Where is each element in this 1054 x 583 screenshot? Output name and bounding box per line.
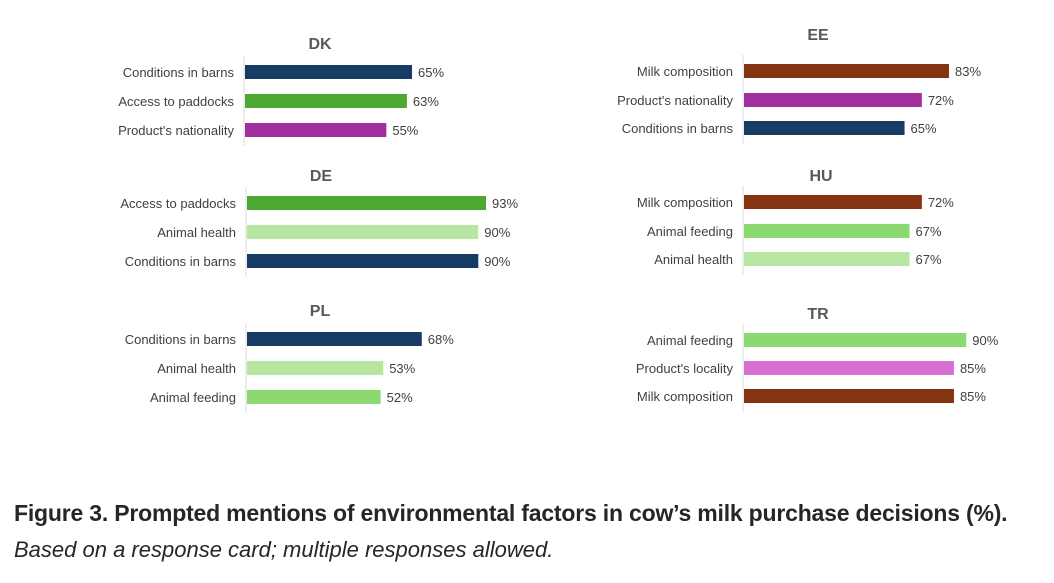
bar-dk-2 — [245, 123, 387, 137]
category-label-dk-0: Conditions in barns — [123, 65, 235, 80]
value-label-hu-2: 67% — [915, 252, 941, 267]
value-label-dk-2: 55% — [392, 123, 418, 138]
value-label-de-2: 90% — [484, 254, 510, 269]
bar-de-2 — [247, 254, 479, 268]
value-label-tr-1: 85% — [960, 361, 986, 376]
category-label-pl-1: Animal health — [157, 361, 236, 376]
category-label-hu-2: Animal health — [654, 252, 733, 267]
category-label-ee-2: Conditions in barns — [622, 121, 734, 136]
figure-caption-subtitle: Based on a response card; multiple respo… — [14, 537, 554, 562]
bar-hu-1 — [744, 224, 910, 238]
value-label-pl-1: 53% — [389, 361, 415, 376]
category-label-ee-1: Product's nationality — [617, 93, 733, 108]
value-label-de-0: 93% — [492, 196, 518, 211]
bar-tr-0 — [744, 333, 967, 347]
value-label-ee-1: 72% — [928, 93, 954, 108]
value-label-pl-2: 52% — [387, 390, 413, 405]
bar-hu-0 — [744, 195, 922, 209]
figure-caption-title: Figure 3. Prompted mentions of environme… — [14, 500, 1008, 526]
value-label-pl-0: 68% — [428, 332, 454, 347]
category-label-tr-1: Product's locality — [636, 361, 734, 376]
value-label-hu-0: 72% — [928, 195, 954, 210]
bar-ee-2 — [744, 121, 905, 135]
category-label-de-2: Conditions in barns — [125, 254, 237, 269]
category-label-de-0: Access to paddocks — [120, 196, 236, 211]
panel-title-tr: TR — [807, 306, 829, 323]
category-label-pl-2: Animal feeding — [150, 390, 236, 405]
bar-tr-2 — [744, 389, 954, 403]
bar-dk-1 — [245, 94, 407, 108]
value-label-dk-0: 65% — [418, 65, 444, 80]
bar-hu-2 — [744, 252, 910, 266]
value-label-ee-2: 65% — [911, 121, 937, 136]
category-label-pl-0: Conditions in barns — [125, 332, 237, 347]
panel-title-hu: HU — [809, 168, 832, 185]
panel-title-dk: DK — [308, 36, 332, 53]
bar-tr-1 — [744, 361, 954, 375]
bar-ee-1 — [744, 93, 922, 107]
value-label-dk-1: 63% — [413, 94, 439, 109]
panel-title-pl: PL — [310, 303, 331, 320]
value-label-tr-2: 85% — [960, 389, 986, 404]
value-label-de-1: 90% — [484, 225, 510, 240]
panel-title-de: DE — [310, 168, 333, 185]
panel-title-ee: EE — [807, 27, 829, 44]
category-label-tr-0: Animal feeding — [647, 333, 733, 348]
bar-pl-2 — [247, 390, 381, 404]
value-label-tr-0: 90% — [972, 333, 998, 348]
chart-area: DK Conditions in barns 65% Access to paddoc… — [118, 27, 999, 413]
value-label-hu-1: 67% — [915, 224, 941, 239]
bar-de-0 — [247, 196, 487, 210]
bar-pl-0 — [247, 332, 422, 346]
category-label-ee-0: Milk composition — [637, 64, 733, 79]
category-label-tr-2: Milk composition — [637, 389, 733, 404]
bar-dk-0 — [245, 65, 413, 79]
bar-ee-0 — [744, 64, 950, 78]
category-label-dk-1: Access to paddocks — [118, 94, 234, 109]
category-label-dk-2: Product's nationality — [118, 123, 234, 138]
bar-pl-1 — [247, 361, 384, 375]
category-label-hu-0: Milk composition — [637, 195, 733, 210]
category-label-de-1: Animal health — [157, 225, 236, 240]
value-label-ee-0: 83% — [955, 64, 981, 79]
bar-de-1 — [247, 225, 479, 239]
category-label-hu-1: Animal feeding — [647, 224, 733, 239]
